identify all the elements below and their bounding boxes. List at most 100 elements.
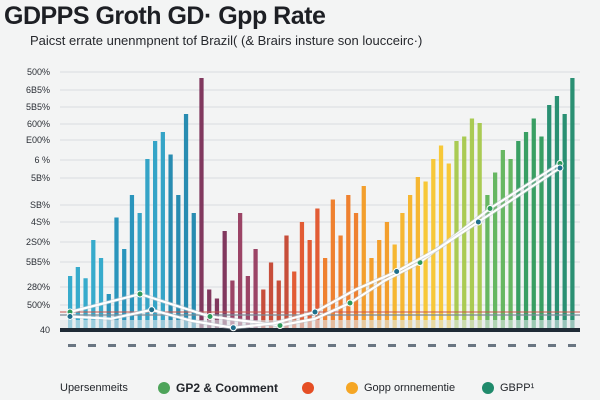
bar	[415, 177, 420, 330]
bar	[91, 240, 96, 330]
bar	[253, 249, 258, 330]
bar	[191, 213, 196, 330]
x-tick	[228, 344, 236, 347]
gdp-chart: 500% 6B5% 5B5% 600% E00% 6 % 5B% SB% 4S% 2S0% 5B5%…	[26, 67, 580, 347]
bar	[299, 222, 305, 330]
bar	[539, 136, 544, 330]
x-tick	[408, 344, 416, 347]
legend-item-upersenmeits: Upersenmeits	[60, 376, 128, 400]
bar	[493, 172, 498, 330]
bar	[230, 280, 235, 330]
x-tick	[168, 344, 176, 347]
legend-item-gbpp: GBPP¹	[482, 376, 534, 400]
bar	[392, 244, 397, 330]
x-tick	[508, 344, 516, 347]
trend-line	[69, 162, 561, 327]
trend-point	[136, 290, 144, 298]
x-tick	[488, 344, 496, 347]
y-tick-label: 5B%	[31, 173, 50, 183]
bar	[431, 159, 436, 330]
trend-point	[311, 308, 319, 316]
x-tick	[348, 344, 356, 347]
bar	[276, 280, 281, 330]
bar	[145, 159, 150, 330]
bar	[554, 96, 560, 330]
legend-swatch-teal	[482, 382, 494, 394]
x-tick	[388, 344, 396, 347]
x-tick	[108, 344, 116, 347]
legend-label: GP2 & Coomment	[176, 381, 279, 395]
bar	[516, 141, 521, 330]
y-tick-label: 500%	[27, 67, 50, 77]
y-tick-label: 280%	[27, 282, 50, 292]
x-tick	[448, 344, 456, 347]
bar	[508, 159, 513, 330]
trend-point	[346, 299, 354, 307]
trend-point	[206, 313, 214, 320]
chart-legend: Upersenmeits GP2 & Coomment Gopp ornneme…	[0, 376, 600, 400]
bar	[68, 276, 73, 330]
y-tick-label: SB%	[30, 200, 50, 210]
x-tick	[468, 344, 476, 347]
x-tick	[428, 344, 436, 347]
bar	[214, 298, 220, 330]
chart-subtitle: Paicst errate unenmpnent tof Brazil( (& …	[30, 33, 423, 48]
bar	[523, 132, 529, 330]
x-tick	[368, 344, 376, 347]
y-tick-label: E00%	[26, 135, 50, 145]
bar	[438, 145, 444, 330]
bar	[330, 199, 335, 330]
y-tick-label: 600%	[27, 119, 50, 129]
x-tick	[548, 344, 556, 347]
y-tick-label: 5B5%	[26, 102, 50, 112]
bar	[531, 118, 536, 330]
bar	[547, 105, 552, 330]
trend-point	[556, 164, 564, 172]
x-tick	[208, 344, 216, 347]
chart-title: GDPPS Groth GD· Gpp Rate	[4, 2, 326, 30]
bar	[369, 258, 374, 330]
bar	[176, 195, 181, 330]
x-tick	[308, 344, 316, 347]
bar	[153, 141, 158, 330]
x-tick	[568, 344, 576, 347]
bar	[207, 289, 212, 330]
bar	[307, 240, 312, 330]
bar	[562, 114, 567, 330]
bar	[353, 213, 359, 330]
trend-point	[66, 313, 74, 320]
bar	[292, 271, 297, 330]
legend-swatch-yellow	[346, 382, 358, 394]
bar	[500, 150, 505, 330]
legend-item-gopp: Gopp ornnementie	[346, 376, 455, 400]
bar	[83, 278, 88, 330]
legend-swatch-green	[158, 382, 170, 394]
bar	[477, 123, 482, 330]
bar	[199, 78, 204, 330]
x-tick	[188, 344, 196, 347]
bar	[361, 186, 366, 330]
bar	[268, 262, 274, 330]
bar	[570, 78, 575, 330]
trend-point	[148, 306, 156, 314]
bar	[168, 154, 173, 330]
bar	[160, 132, 165, 330]
bar	[245, 276, 250, 330]
legend-label: Upersenmeits	[60, 382, 128, 394]
x-tick	[328, 344, 336, 347]
trend-point	[474, 218, 482, 226]
legend-item-gp2: GP2 & Coomment	[158, 376, 278, 400]
bar	[75, 267, 80, 330]
bar	[323, 258, 328, 330]
x-tick	[68, 344, 76, 347]
baseline-band	[60, 320, 580, 330]
y-tick-label: 6 %	[34, 155, 50, 165]
y-tick-label: 500%	[27, 300, 50, 310]
x-tick	[88, 344, 96, 347]
bar	[338, 235, 343, 330]
legend-item-orange	[302, 376, 320, 400]
trend-point	[229, 324, 237, 332]
legend-label: GBPP¹	[500, 382, 535, 394]
bar	[129, 195, 135, 330]
x-tick	[288, 344, 296, 347]
